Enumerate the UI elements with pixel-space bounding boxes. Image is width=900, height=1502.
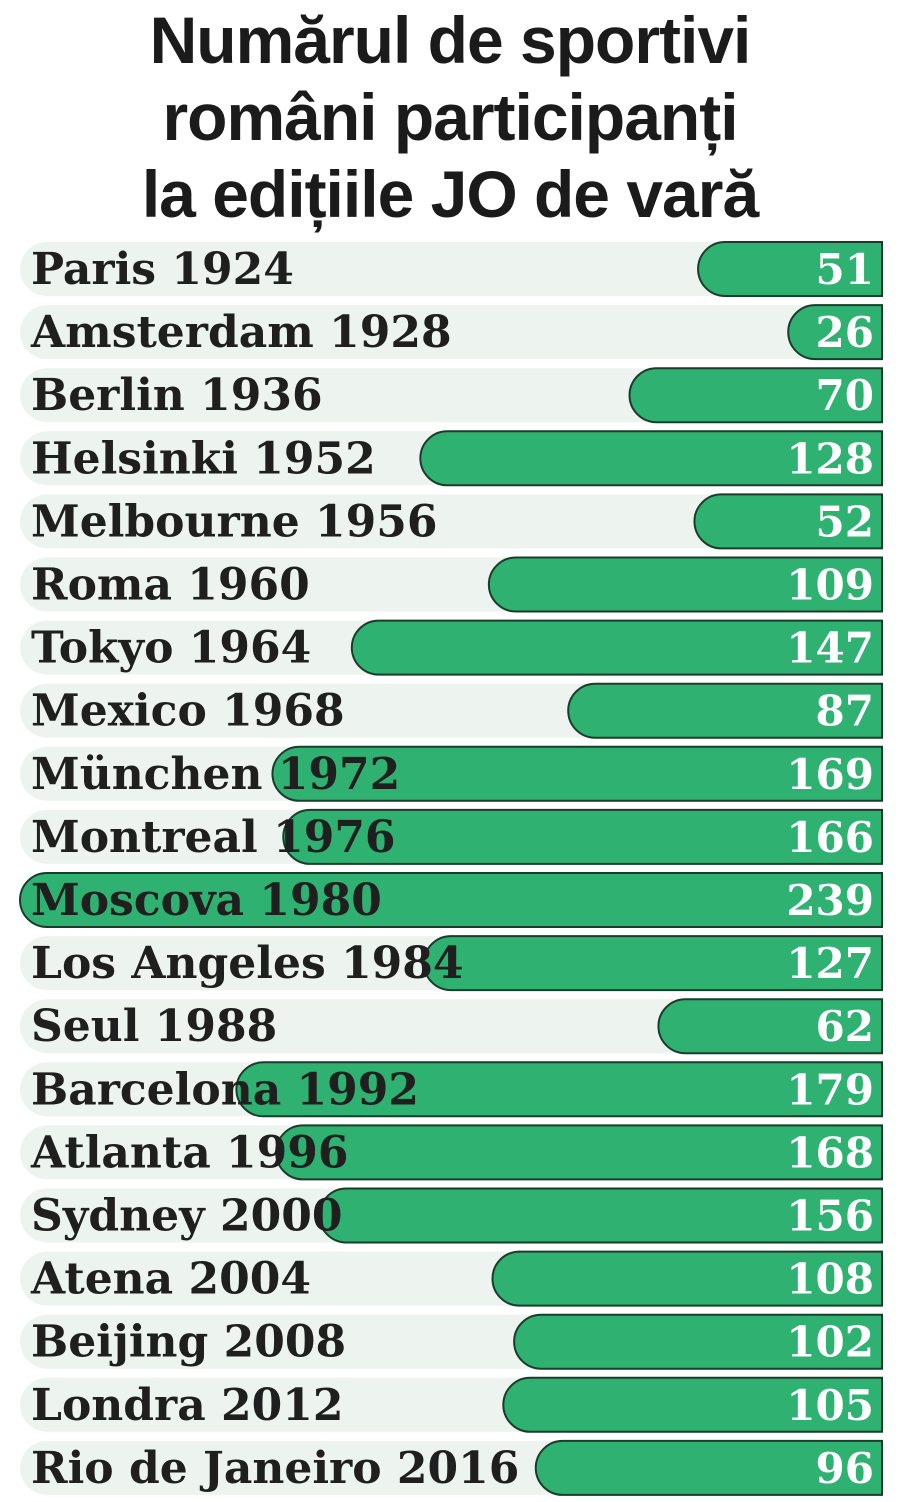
bar [567, 682, 883, 739]
bar [697, 241, 883, 297]
value-label: 147 [786, 624, 874, 673]
value-label: 109 [786, 561, 874, 610]
category-label: Moscova 1980 [31, 875, 382, 926]
value-label: 70 [816, 371, 874, 420]
chart-title-line-1: Numărul de sportivi [149, 3, 752, 77]
category-label: Mexico 1968 [31, 686, 345, 737]
bar [693, 493, 883, 550]
category-label: Sydney 2000 [31, 1191, 342, 1242]
category-label: Helsinki 1952 [31, 433, 376, 484]
category-label: Londra 2012 [31, 1380, 344, 1431]
category-label: Atena 2004 [30, 1254, 311, 1305]
value-label: 87 [816, 687, 874, 736]
value-label: 168 [786, 1128, 874, 1177]
value-label: 51 [816, 245, 874, 294]
row-track [20, 494, 882, 549]
value-label: 169 [786, 750, 874, 799]
bar [350, 619, 883, 676]
bar [502, 1376, 883, 1433]
value-labels: 51 26 70 128 52 109 147 87 169 166 239 127 62 179 168 1… [786, 245, 874, 1493]
category-label: Amsterdam 1928 [30, 307, 452, 358]
chart-title-line-2: români participanți [162, 80, 738, 154]
value-label: 26 [816, 308, 874, 357]
bar [628, 367, 883, 424]
bar [318, 1187, 883, 1244]
value-label: 156 [786, 1192, 874, 1241]
value-label: 128 [786, 434, 874, 483]
bar [787, 304, 883, 361]
category-labels: Paris 1924 Amsterdam 1928 Berlin 1936 Helsi… [30, 244, 519, 1494]
value-label: 105 [786, 1381, 874, 1430]
value-label: 179 [786, 1065, 874, 1114]
value-label: 52 [816, 497, 874, 546]
row-track [20, 305, 882, 360]
bar [487, 556, 883, 613]
bar [235, 1061, 883, 1118]
value-label: 239 [786, 876, 874, 925]
category-label: Montreal 1976 [31, 812, 396, 863]
category-label: Melbourne 1956 [31, 496, 437, 547]
category-label: Rio de Janeiro 2016 [31, 1443, 519, 1494]
row-tracks [20, 242, 882, 1495]
value-label: 96 [816, 1444, 874, 1493]
category-label: Paris 1924 [31, 244, 294, 295]
category-label: Berlin 1936 [31, 370, 323, 421]
value-label: 62 [816, 1002, 874, 1051]
row-track [20, 242, 882, 296]
value-label: 166 [786, 813, 874, 862]
category-label: Roma 1960 [31, 560, 310, 611]
category-label: Beijing 2008 [31, 1317, 346, 1368]
category-label: Barcelona 1992 [31, 1064, 419, 1115]
category-label: Los Angeles 1984 [31, 938, 464, 989]
category-label: Seul 1988 [31, 1001, 277, 1052]
bar [275, 1124, 883, 1181]
bar [657, 998, 883, 1055]
bar [419, 430, 883, 487]
bar [271, 745, 883, 802]
chart-title: Numărul de sportivi români participanți … [0, 2, 900, 233]
category-label: Tokyo 1964 [31, 623, 311, 674]
category-label: Atlanta 1996 [30, 1127, 349, 1178]
category-label: München 1972 [31, 749, 400, 800]
bar [513, 1313, 883, 1370]
value-label: 102 [786, 1318, 874, 1367]
bar [422, 935, 883, 992]
bar [282, 808, 883, 865]
value-label: 108 [786, 1255, 874, 1304]
chart-title-line-3: la edițiile JO de vară [141, 157, 759, 231]
bar [534, 1439, 883, 1496]
value-label: 127 [786, 939, 874, 988]
bars [19, 241, 883, 1496]
bar [19, 872, 883, 928]
bar [491, 1250, 883, 1307]
